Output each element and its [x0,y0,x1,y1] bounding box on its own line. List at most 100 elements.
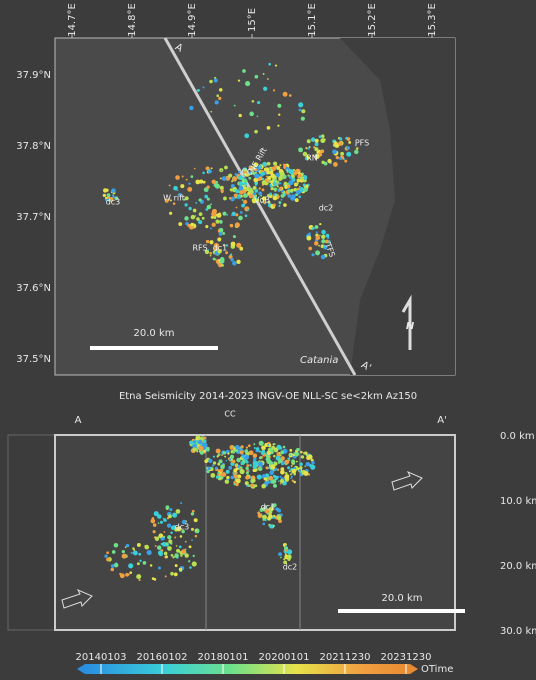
quake [274,64,278,67]
quake [229,454,235,459]
quake [252,469,255,472]
quake [298,469,302,472]
quake [282,445,286,449]
lon-label: 15.3°E [427,3,438,37]
feature-label: CC [224,410,236,419]
quake [230,196,235,202]
quake [198,199,201,202]
quake [230,241,236,247]
quake [253,162,259,168]
quake [128,563,134,569]
quake [314,154,320,160]
quake [245,471,249,475]
quakes [102,62,359,268]
quake [308,232,311,235]
quake [244,206,250,212]
quake [234,196,237,199]
quake [167,546,172,551]
quake [323,161,328,166]
quake [298,147,303,153]
colorbar-end [410,664,418,674]
quake [212,455,215,458]
quake [253,460,255,463]
quake [197,439,203,445]
quake [249,187,252,190]
quake [219,185,224,190]
quake [321,134,325,138]
quake [324,239,329,244]
quake [299,462,303,466]
quake [113,542,119,548]
quake [205,447,210,451]
quake [305,462,310,467]
quake [267,78,269,80]
quake [306,455,311,461]
quake [298,195,302,199]
quake [210,466,213,469]
quake [257,461,263,467]
quake [235,482,239,487]
quake [157,536,160,539]
quake [146,550,152,556]
quake [231,459,236,464]
quake [214,183,220,189]
quake [260,194,263,197]
quake [285,545,287,548]
quake [192,443,198,449]
quake [268,456,271,458]
quake [153,511,159,517]
quake [245,466,249,470]
quake [252,464,258,469]
quake [232,235,236,239]
quake [206,197,210,201]
quake [241,177,245,181]
quake [121,553,127,559]
quake [170,571,174,576]
quake [184,553,189,558]
quake [114,196,119,201]
quake [256,474,262,480]
quake [263,167,268,172]
quake [172,556,175,559]
quake [105,196,108,200]
quake [216,212,222,218]
quake [314,147,319,152]
quake [268,514,273,519]
quake [318,135,322,138]
section-end: A' [359,360,373,374]
quake [212,257,216,261]
quake [278,201,281,204]
quake [221,472,227,477]
quake [338,156,342,160]
quake [230,183,235,189]
quake [274,460,277,463]
quake [251,100,255,103]
quake [136,543,141,547]
quake [242,459,245,463]
quake [320,149,325,154]
quake [295,460,298,463]
quake [355,147,358,150]
quake [319,234,321,237]
quake [215,448,221,454]
quake [172,512,178,518]
quake [288,459,291,462]
quake [178,545,182,549]
quake [246,464,250,467]
quake [269,470,274,476]
quake [248,450,254,456]
quake [227,478,230,481]
quake [181,529,185,534]
quake [240,461,244,466]
quake [208,458,213,464]
quake [220,473,223,476]
quake [221,264,224,267]
quake [218,96,222,101]
quake [259,508,264,512]
quake [284,459,290,465]
quake [240,194,243,198]
quake [290,188,294,193]
quake [258,191,263,196]
quake [327,158,332,164]
quake [239,450,244,455]
